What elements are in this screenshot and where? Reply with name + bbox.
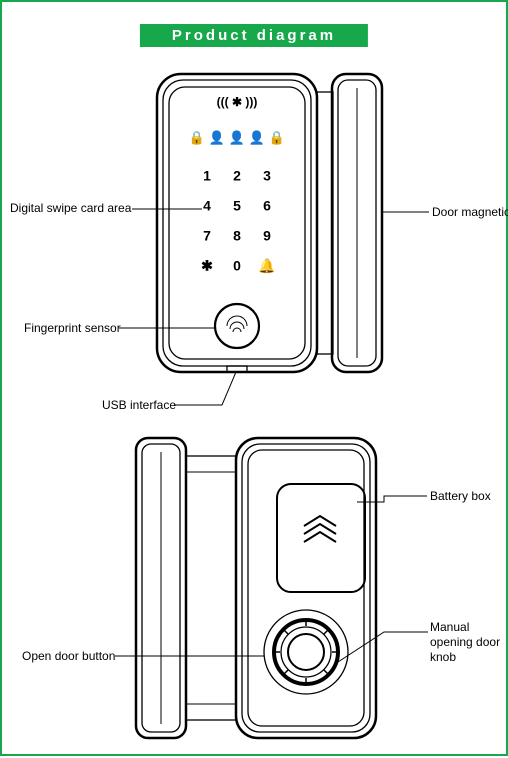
- svg-text:7: 7: [203, 228, 211, 244]
- label-battery: Battery box: [430, 489, 491, 504]
- back-unit: [236, 438, 376, 738]
- label-open-button: Open door button: [22, 649, 115, 664]
- label-knob: Manual opening door knob: [430, 620, 508, 665]
- label-magnetic: Door magnetic: [432, 205, 508, 220]
- door-magnetic-unit: [332, 74, 382, 372]
- svg-text:8: 8: [233, 228, 241, 244]
- svg-text:((( ✱ ))): ((( ✱ ))): [217, 95, 258, 109]
- svg-text:5: 5: [233, 198, 241, 214]
- svg-text:✱: ✱: [201, 258, 213, 274]
- svg-text:9: 9: [263, 228, 271, 244]
- svg-text:🔒: 🔒: [189, 130, 205, 145]
- svg-text:0: 0: [233, 258, 241, 274]
- svg-text:6: 6: [263, 198, 271, 214]
- svg-text:2: 2: [233, 168, 241, 184]
- svg-text:👤: 👤: [209, 130, 225, 145]
- back-side-bar: [136, 438, 186, 738]
- door-knob: [264, 610, 348, 694]
- svg-text:🔒: 🔒: [269, 130, 285, 145]
- svg-text:👤: 👤: [249, 130, 265, 145]
- front-unit: ((( ✱ ))) 🔒 👤 👤 👤 🔒 1 2 3 4 5 6 7 8 9 ✱ 0 🔔: [157, 74, 317, 372]
- label-usb: USB interface: [102, 398, 176, 413]
- svg-text:1: 1: [203, 168, 211, 184]
- svg-text:3: 3: [263, 168, 271, 184]
- svg-text:4: 4: [203, 198, 211, 214]
- label-swipe: Digital swipe card area: [10, 201, 131, 216]
- svg-text:👤: 👤: [229, 130, 245, 145]
- label-fingerprint: Fingerprint sensor: [24, 321, 121, 336]
- svg-text:🔔: 🔔: [258, 258, 275, 275]
